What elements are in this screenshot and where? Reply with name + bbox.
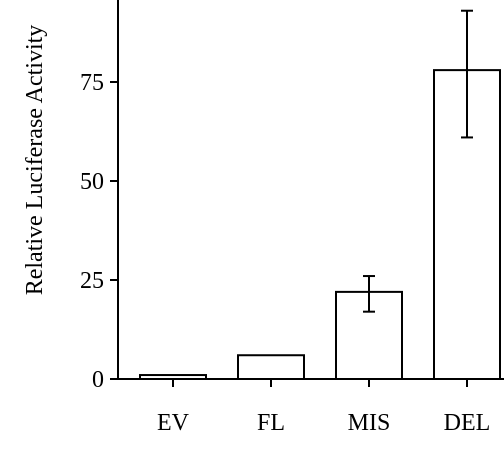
y-tick-label: 0 <box>92 367 104 393</box>
x-tick-label-mis: MIS <box>348 410 391 436</box>
error-bars-layer <box>363 9 473 313</box>
y-tick-label: 25 <box>80 268 104 294</box>
x-ticks-layer: EV FL MIS DEL <box>157 379 490 436</box>
bar-fl <box>237 354 305 380</box>
y-ticks-layer: 0 25 50 75 <box>80 70 118 393</box>
y-tick-label: 50 <box>80 169 104 195</box>
x-tick-label-del: DEL <box>444 410 491 436</box>
error-bar-mis <box>363 275 375 313</box>
x-tick-label-ev: EV <box>157 410 190 436</box>
bars-layer <box>139 69 501 381</box>
y-axis-label: Relative Luciferase Activity <box>22 25 48 296</box>
error-bar-del <box>461 9 473 139</box>
x-tick-label-fl: FL <box>257 410 285 436</box>
y-tick-label: 75 <box>80 70 104 96</box>
